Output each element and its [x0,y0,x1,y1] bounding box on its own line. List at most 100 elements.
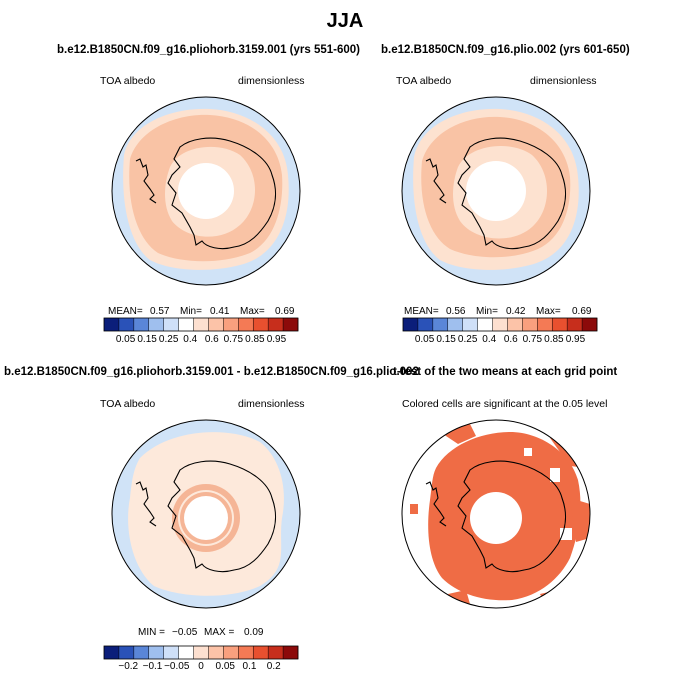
colorbar-box-2 [432,318,449,331]
colorbar-box-7 [208,646,224,659]
colorbar-tick-label: 0.85 [245,334,265,345]
panel1-mean-value: 0.57 [150,306,170,317]
colorbar-tick-label: 0.75 [522,334,543,345]
colorbar-box-9 [537,318,553,331]
colorbar-box-3 [148,646,164,659]
colorbar-tick-label: 0.75 [223,334,244,345]
panel3-units-label: dimensionless [238,398,305,410]
colorbar-box-6 [193,318,209,331]
panel3-min-label: MIN = [138,627,165,638]
colorbar-box-11 [268,646,284,659]
colorbar-tick-label: 0.15 [137,334,157,345]
colorbar-box-8 [223,646,239,659]
colorbar-box-3 [447,318,463,331]
panel1-max-label: Max= [240,306,265,317]
colorbar-box-11 [567,318,583,331]
panel2-mean-value: 0.56 [446,306,466,317]
colorbar-border [402,317,598,332]
colorbar-tick-label: 0.95 [565,334,586,345]
colorbar-tick-label: 0.2 [266,661,281,672]
panel4-title: t-test of the two means at each grid poi… [393,366,618,378]
colorbar-box-9 [238,318,254,331]
figure-title: JJA [326,10,364,32]
colorbar-box-5 [477,318,493,331]
colorbar-box-4 [462,318,478,331]
colorbar-box-6 [492,318,508,331]
panel3-min-value: −0.05 [172,627,198,638]
colorbar-box-1 [118,318,135,331]
panel2-units-label: dimensionless [530,75,597,87]
panel2-mean-label: MEAN= [404,306,439,317]
colorbar-box-0 [104,646,120,659]
panel3-variable-label: TOA albedo [100,398,156,410]
colorbar-box-7 [507,318,523,331]
panel3-map [111,419,301,609]
colorbar-box-3 [148,318,164,331]
panel1-title: b.e12.B1850CN.f09_g16.pliohorb.3159.001 … [57,44,360,56]
colorbar-box-9 [238,646,254,659]
colorbar-tick-label: −0.05 [164,661,190,672]
panel1-min-label: Min= [180,306,202,317]
panel2-colorbar [402,317,598,332]
colorbar-tick-label: 0.05 [215,661,235,672]
colorbar-box-0 [104,318,120,331]
colorbar-tick-label: 0.6 [503,334,518,345]
colorbar-tick-label: 0.85 [544,334,564,345]
colorbar-tick-label: 0.05 [414,334,435,345]
panel2-max-label: Max= [536,306,561,317]
panel4-map [401,419,591,609]
colorbar-tick-label: 0 [198,661,204,672]
panel1-variable-label: TOA albedo [100,75,156,87]
colorbar-box-11 [268,318,284,331]
colorbar-box-4 [163,318,179,331]
colorbar-box-10 [253,646,269,659]
colorbar-tick-label: 0.4 [482,334,497,345]
colorbar-box-6 [193,646,209,659]
colorbar-box-4 [163,646,179,659]
colorbar-box-12 [283,318,299,331]
colorbar-box-10 [253,318,269,331]
colorbar-tick-label: 0.95 [266,334,287,345]
panel2-min-label: Min= [476,306,498,317]
colorbar-tick-label: 0.6 [204,334,219,345]
panel4-subtitle: Colored cells are significant at the 0.0… [402,398,608,410]
colorbar-tick-label: 0.4 [183,334,198,345]
colorbar-box-1 [118,646,135,659]
panel2-max-value: 0.69 [572,306,592,317]
panel2-title: b.e12.B1850CN.f09_g16.plio.002 (yrs 601-… [381,44,630,56]
panel1-map [111,96,301,286]
colorbar-tick-label: −0.1 [142,661,163,672]
colorbar-box-5 [178,646,194,659]
colorbar-box-12 [283,646,299,659]
colorbar-box-10 [552,318,568,331]
panel1-colorbar [103,317,299,332]
colorbar-box-12 [582,318,598,331]
colorbar-box-1 [417,318,434,331]
colorbar-border [103,645,299,660]
panel1-units-label: dimensionless [238,75,305,87]
colorbar-box-5 [178,318,194,331]
panel1-max-value: 0.69 [275,306,295,317]
colorbar-tick-label: 0.05 [115,334,136,345]
panel2-variable-label: TOA albedo [396,75,452,87]
panel2-map [401,96,591,286]
colorbar-box-7 [208,318,224,331]
colorbar-box-8 [223,318,239,331]
panel3-max-value: 0.09 [244,627,264,638]
colorbar-box-2 [133,318,150,331]
colorbar-tick-label: 0.15 [436,334,456,345]
panel1-mean-label: MEAN= [108,306,143,317]
panel3-title: b.e12.B1850CN.f09_g16.pliohorb.3159.001 … [4,366,419,378]
panel1-min-value: 0.41 [210,306,230,317]
colorbar-tick-label: −0.2 [118,661,139,672]
colorbar-box-8 [522,318,538,331]
colorbar-box-2 [133,646,150,659]
panel3-colorbar [103,645,299,660]
colorbar-tick-label: 0.1 [242,661,257,672]
colorbar-tick-label: 0.25 [158,334,179,345]
panel2-min-value: 0.42 [506,306,526,317]
colorbar-tick-label: 0.25 [457,334,478,345]
colorbar-box-0 [403,318,419,331]
colorbar-border [103,317,299,332]
panel3-max-label: MAX = [204,627,235,638]
